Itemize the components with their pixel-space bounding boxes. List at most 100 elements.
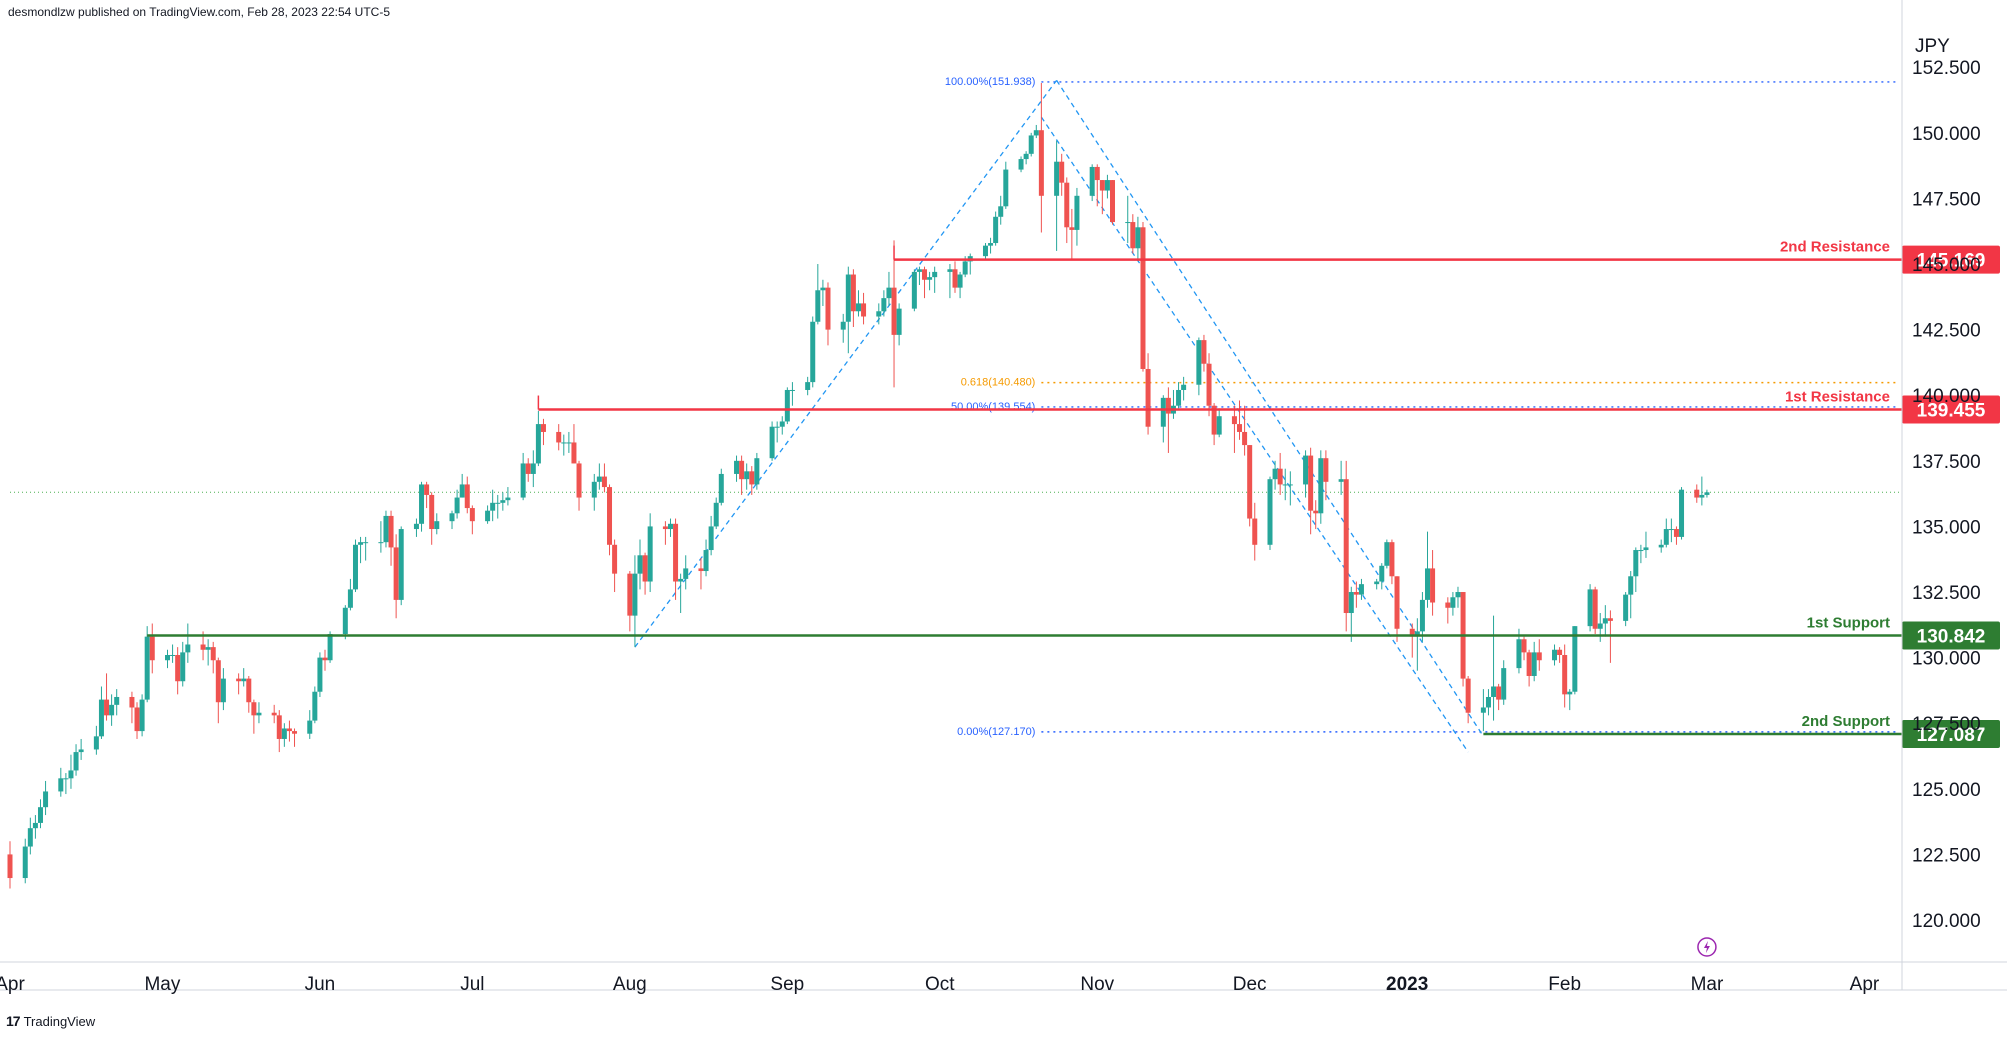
candle-body bbox=[1430, 568, 1436, 603]
y-tick-label: 120.000 bbox=[1912, 911, 1981, 932]
level-price-badge bbox=[1902, 720, 2000, 749]
candle-body bbox=[1633, 550, 1639, 577]
x-tick-label: Apr bbox=[1850, 974, 1880, 995]
publisher-header: desmondlzw published on TradingView.com,… bbox=[8, 5, 391, 19]
candle-body bbox=[1445, 602, 1451, 608]
candle-body bbox=[256, 712, 262, 716]
candle-body bbox=[1343, 479, 1349, 614]
level-price-badge bbox=[1902, 245, 2000, 274]
candle-body bbox=[352, 544, 358, 590]
candle-body bbox=[1023, 153, 1029, 160]
price-chart[interactable]: 100.00%(151.938) 0.618(140.480) 50.00%(139… bbox=[0, 0, 2007, 1010]
candle-body bbox=[78, 749, 84, 753]
candle-body bbox=[881, 298, 887, 312]
candle-body bbox=[358, 542, 364, 545]
candle-body bbox=[114, 696, 120, 705]
candle-body bbox=[134, 707, 140, 732]
candle-body bbox=[632, 573, 638, 616]
candle-body bbox=[1516, 639, 1522, 669]
x-tick-label: Feb bbox=[1548, 974, 1581, 995]
candle-body bbox=[601, 476, 607, 488]
candle-body bbox=[1272, 468, 1278, 480]
level-price-label: 139.455 bbox=[1917, 401, 1986, 422]
candle-body bbox=[1069, 227, 1075, 230]
x-tick-label: Sep bbox=[770, 974, 804, 995]
level-price-badge bbox=[1902, 395, 2000, 424]
candle-body bbox=[1089, 166, 1095, 196]
tradingview-footer: 17 TradingView bbox=[6, 1013, 95, 1029]
candle-body bbox=[916, 269, 922, 272]
x-tick-label: May bbox=[144, 974, 180, 995]
candle-body bbox=[1242, 431, 1248, 446]
candle-body bbox=[1104, 180, 1110, 191]
candle-body bbox=[1196, 340, 1202, 385]
candle-body bbox=[1414, 631, 1420, 637]
candle-body bbox=[393, 547, 399, 600]
candle-body bbox=[520, 463, 526, 498]
candle-body bbox=[505, 497, 511, 501]
candle-body bbox=[43, 791, 49, 808]
candle-body bbox=[1592, 589, 1598, 629]
x-tick-label: Apr bbox=[0, 974, 25, 995]
candle-body bbox=[1485, 696, 1491, 708]
candle-body bbox=[215, 660, 221, 703]
y-tick-label: 130.000 bbox=[1912, 649, 1981, 670]
candle-body bbox=[129, 696, 135, 708]
candle-body bbox=[27, 828, 33, 847]
candle-body bbox=[1287, 484, 1293, 486]
candle-body bbox=[1303, 455, 1309, 485]
candle-body bbox=[876, 311, 882, 317]
trend-line bbox=[634, 79, 1058, 648]
candle-body bbox=[1277, 468, 1283, 485]
candle-body bbox=[1094, 166, 1100, 181]
level-name-label: 2nd Support bbox=[1802, 713, 1890, 730]
candle-body bbox=[307, 720, 313, 734]
candle-body bbox=[93, 736, 99, 750]
candle-body bbox=[952, 269, 958, 288]
candle-body bbox=[1206, 363, 1212, 406]
candle-body bbox=[500, 500, 506, 503]
candle-body bbox=[1679, 489, 1685, 537]
candle-body bbox=[855, 303, 861, 312]
candle-body bbox=[993, 216, 999, 244]
candle-body bbox=[1455, 592, 1461, 598]
candle-body bbox=[1607, 618, 1613, 621]
candle-body bbox=[1003, 169, 1009, 207]
candle-body bbox=[662, 526, 668, 530]
candle-body bbox=[276, 715, 282, 739]
candle-body bbox=[363, 542, 369, 544]
trend-lines bbox=[634, 79, 1484, 753]
y-tick-label: 145.000 bbox=[1912, 255, 1981, 276]
candle-body bbox=[1054, 161, 1060, 196]
candle-body bbox=[139, 699, 145, 732]
candle-body bbox=[596, 476, 602, 482]
candle-body bbox=[886, 287, 892, 299]
candle-body bbox=[576, 463, 582, 498]
candle-body bbox=[1135, 227, 1141, 249]
candle-body bbox=[1409, 628, 1415, 637]
y-tick-label: 127.500 bbox=[1912, 714, 1981, 735]
candle-body bbox=[530, 463, 536, 474]
level-price-label: 145.169 bbox=[1917, 251, 1986, 272]
candle-body bbox=[678, 578, 684, 582]
candle-body bbox=[378, 542, 384, 544]
candle-body bbox=[1567, 691, 1573, 695]
candle-body bbox=[1313, 510, 1319, 514]
candle-body bbox=[459, 484, 465, 498]
candle-body bbox=[1308, 455, 1314, 511]
candle-body bbox=[22, 846, 28, 879]
candle-body bbox=[1358, 584, 1364, 595]
y-tick-label: 122.500 bbox=[1912, 845, 1981, 866]
candle-body bbox=[1699, 494, 1705, 498]
candle-body bbox=[342, 607, 348, 635]
candle-body bbox=[932, 271, 938, 278]
candle-body bbox=[1237, 424, 1243, 432]
candle-body bbox=[789, 389, 795, 391]
trend-line bbox=[1040, 116, 1469, 753]
candle-body bbox=[1348, 592, 1354, 614]
x-tick-label: 2023 bbox=[1386, 974, 1428, 995]
candle-body bbox=[840, 321, 846, 330]
candle-body bbox=[37, 807, 43, 823]
candle-body bbox=[1018, 159, 1024, 170]
candle-body bbox=[988, 243, 994, 246]
